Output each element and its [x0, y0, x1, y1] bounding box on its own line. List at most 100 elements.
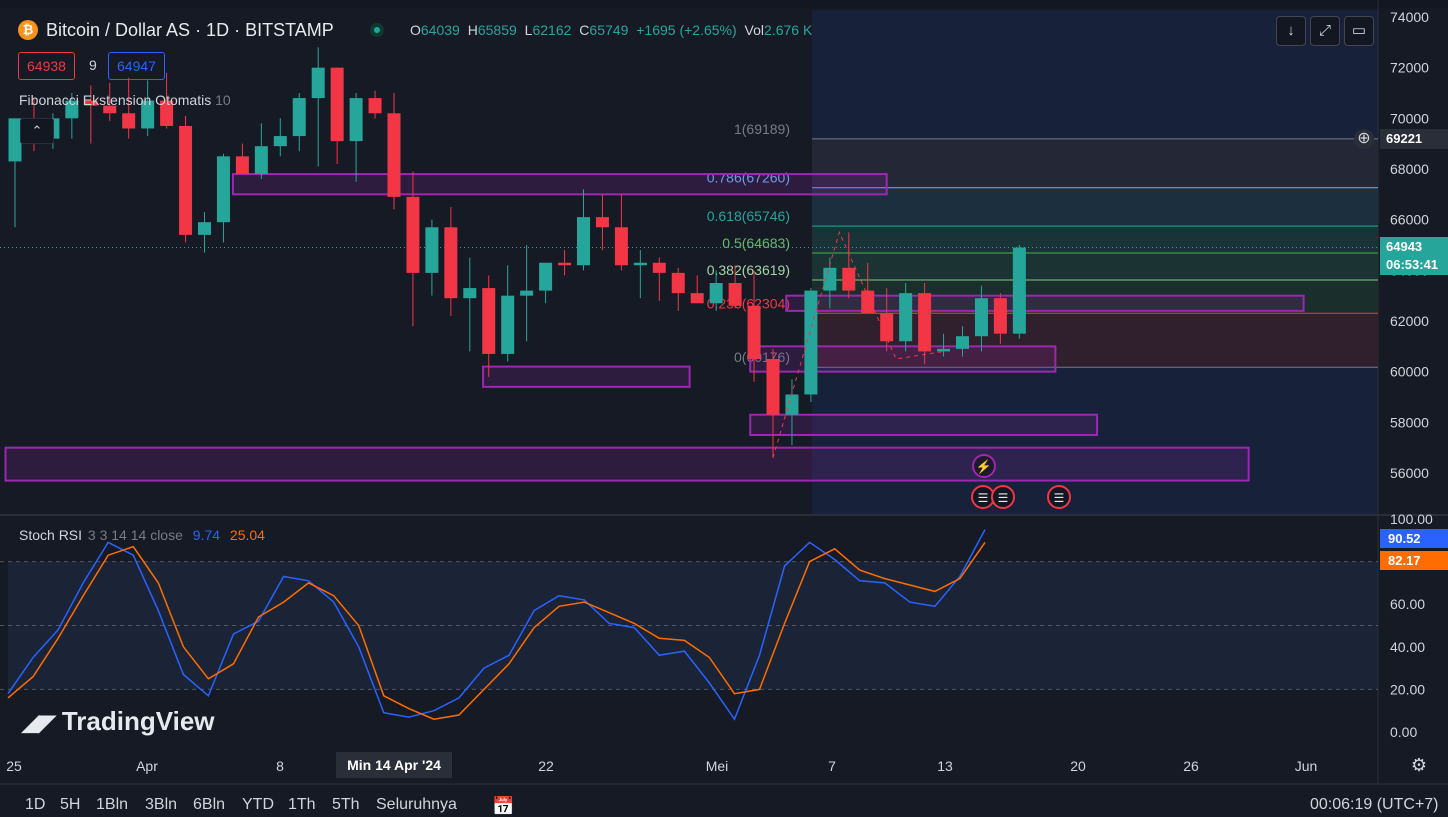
candle-body	[671, 272, 685, 294]
stoch-tick: 100.00	[1390, 511, 1433, 527]
indicator-name[interactable]: Fibonacci Ekstension Otomatis 10	[19, 92, 231, 108]
tf-5h-button[interactable]: 5H	[60, 796, 81, 813]
bitcoin-logo-icon: ₿	[18, 20, 38, 40]
collapse-indicators-button[interactable]: ⌃	[20, 118, 54, 144]
fib-zone	[812, 226, 1378, 254]
candle-body	[501, 295, 515, 354]
candle-body	[254, 146, 268, 175]
stoch-d-label: 82.17	[1380, 551, 1448, 570]
candle-body	[311, 67, 325, 99]
top-strip	[0, 0, 1448, 8]
candle-body	[937, 348, 951, 352]
add-alert-icon[interactable]: ⊕	[1354, 129, 1374, 149]
supply-demand-zone	[785, 294, 1305, 312]
candle-body	[728, 283, 742, 306]
candle-body	[406, 196, 420, 273]
symbol-title[interactable]: Bitcoin / Dollar AS · 1D · BITSTAMP	[46, 20, 334, 40]
spread-value: 9	[89, 57, 97, 73]
candle-body	[747, 305, 761, 359]
candle-body	[1012, 247, 1026, 334]
volume-value: 2.676 K	[764, 22, 813, 38]
tf-5th-button[interactable]: 5Th	[332, 796, 360, 813]
supply-demand-zone	[482, 365, 691, 388]
candle-body	[709, 283, 723, 304]
fullscreen-icon[interactable]: ⤢	[1310, 16, 1340, 46]
candle-body	[141, 100, 155, 129]
candle-body	[8, 118, 22, 162]
us-flag-event-icon	[991, 485, 1015, 509]
candle-body	[273, 136, 287, 147]
ask-price[interactable]: 64947	[108, 52, 165, 80]
candle-body	[785, 394, 799, 415]
maximize-pane-icon[interactable]: ▭	[1344, 16, 1374, 46]
goto-date-icon[interactable]: 📅	[492, 796, 515, 816]
fib-zone	[812, 253, 1378, 280]
fib-label: 0.236(62304)	[707, 295, 790, 311]
fib-label: 0.618(65746)	[707, 208, 790, 224]
stoch-tick: 40.00	[1390, 639, 1425, 655]
candle-body	[918, 293, 932, 352]
stoch-d-value: 25.04	[229, 527, 265, 543]
fib-zone	[812, 138, 1378, 188]
candle-body	[122, 113, 136, 129]
candle-body	[974, 298, 988, 337]
candle-body	[425, 227, 439, 273]
candle-body	[577, 217, 590, 266]
candle-body	[160, 100, 174, 126]
candle-body	[595, 217, 609, 228]
candle-body	[65, 100, 79, 119]
us-flag-event-icon-glyph: ☰	[978, 491, 989, 505]
candle-body	[956, 336, 969, 349]
supply-demand-zone	[4, 446, 1250, 482]
price-tick: 62000	[1390, 313, 1429, 329]
price-tick: 58000	[1390, 414, 1429, 430]
stoch-band	[8, 561, 1378, 690]
time-crosshair-label: Min 14 Apr '24	[336, 752, 452, 778]
stoch-tick: 60.00	[1390, 596, 1425, 612]
time-tick: Jun	[1295, 758, 1318, 774]
candle-body	[368, 98, 382, 114]
high-value: 65859	[477, 22, 517, 38]
chart-settings-icon[interactable]: ⚙	[1410, 755, 1428, 775]
price-tick: 56000	[1390, 465, 1429, 481]
candle-body	[842, 267, 856, 291]
time-tick: 26	[1183, 758, 1199, 774]
open-value: 64039	[420, 22, 460, 38]
time-tick: 7	[828, 758, 836, 774]
candle-body	[216, 156, 230, 223]
candle-body	[690, 293, 704, 304]
time-tick: 25	[6, 758, 22, 774]
bid-price[interactable]: 64938	[18, 52, 75, 80]
stoch-legend[interactable]: Stoch RSI 3 3 14 14 close 9.74 25.04	[19, 527, 265, 543]
candle-body	[349, 98, 363, 142]
price-tick: 66000	[1390, 212, 1429, 228]
clock-display[interactable]: 00:06:19 (UTC+7)	[1310, 796, 1439, 813]
supply-demand-zone	[749, 413, 1099, 437]
bar-countdown: 06:53:41	[1386, 257, 1439, 272]
tf-1th-button[interactable]: 1Th	[288, 796, 316, 813]
tf-3bln-button[interactable]: 3Bln	[145, 796, 178, 813]
candle-body	[652, 262, 666, 273]
market-status-icon[interactable]	[370, 23, 384, 37]
tf-ytd-button[interactable]: YTD	[242, 796, 274, 813]
tf-6bln-button[interactable]: 6Bln	[193, 796, 226, 813]
lightning-event-icon	[972, 454, 996, 478]
candle-body	[330, 67, 344, 142]
tf-1bln-button[interactable]: 1Bln	[96, 796, 129, 813]
candle-body	[84, 100, 98, 106]
low-value: 62162	[532, 22, 572, 38]
close-value: 65749	[589, 22, 629, 38]
candle-body	[993, 298, 1007, 334]
candle-body	[387, 113, 401, 197]
time-tick: Apr	[136, 758, 158, 774]
us-flag-event-icon	[1047, 485, 1071, 509]
download-icon[interactable]: ↓	[1276, 16, 1306, 46]
candle-body	[823, 267, 837, 291]
candle-body	[235, 156, 249, 175]
lightning-event-icon-glyph: ⚡	[976, 459, 992, 475]
tf-1d-button[interactable]: 1D	[25, 796, 46, 813]
tf-all-button[interactable]: Seluruhnya	[376, 796, 457, 813]
candle-body	[633, 262, 647, 266]
candle-body	[179, 125, 193, 235]
